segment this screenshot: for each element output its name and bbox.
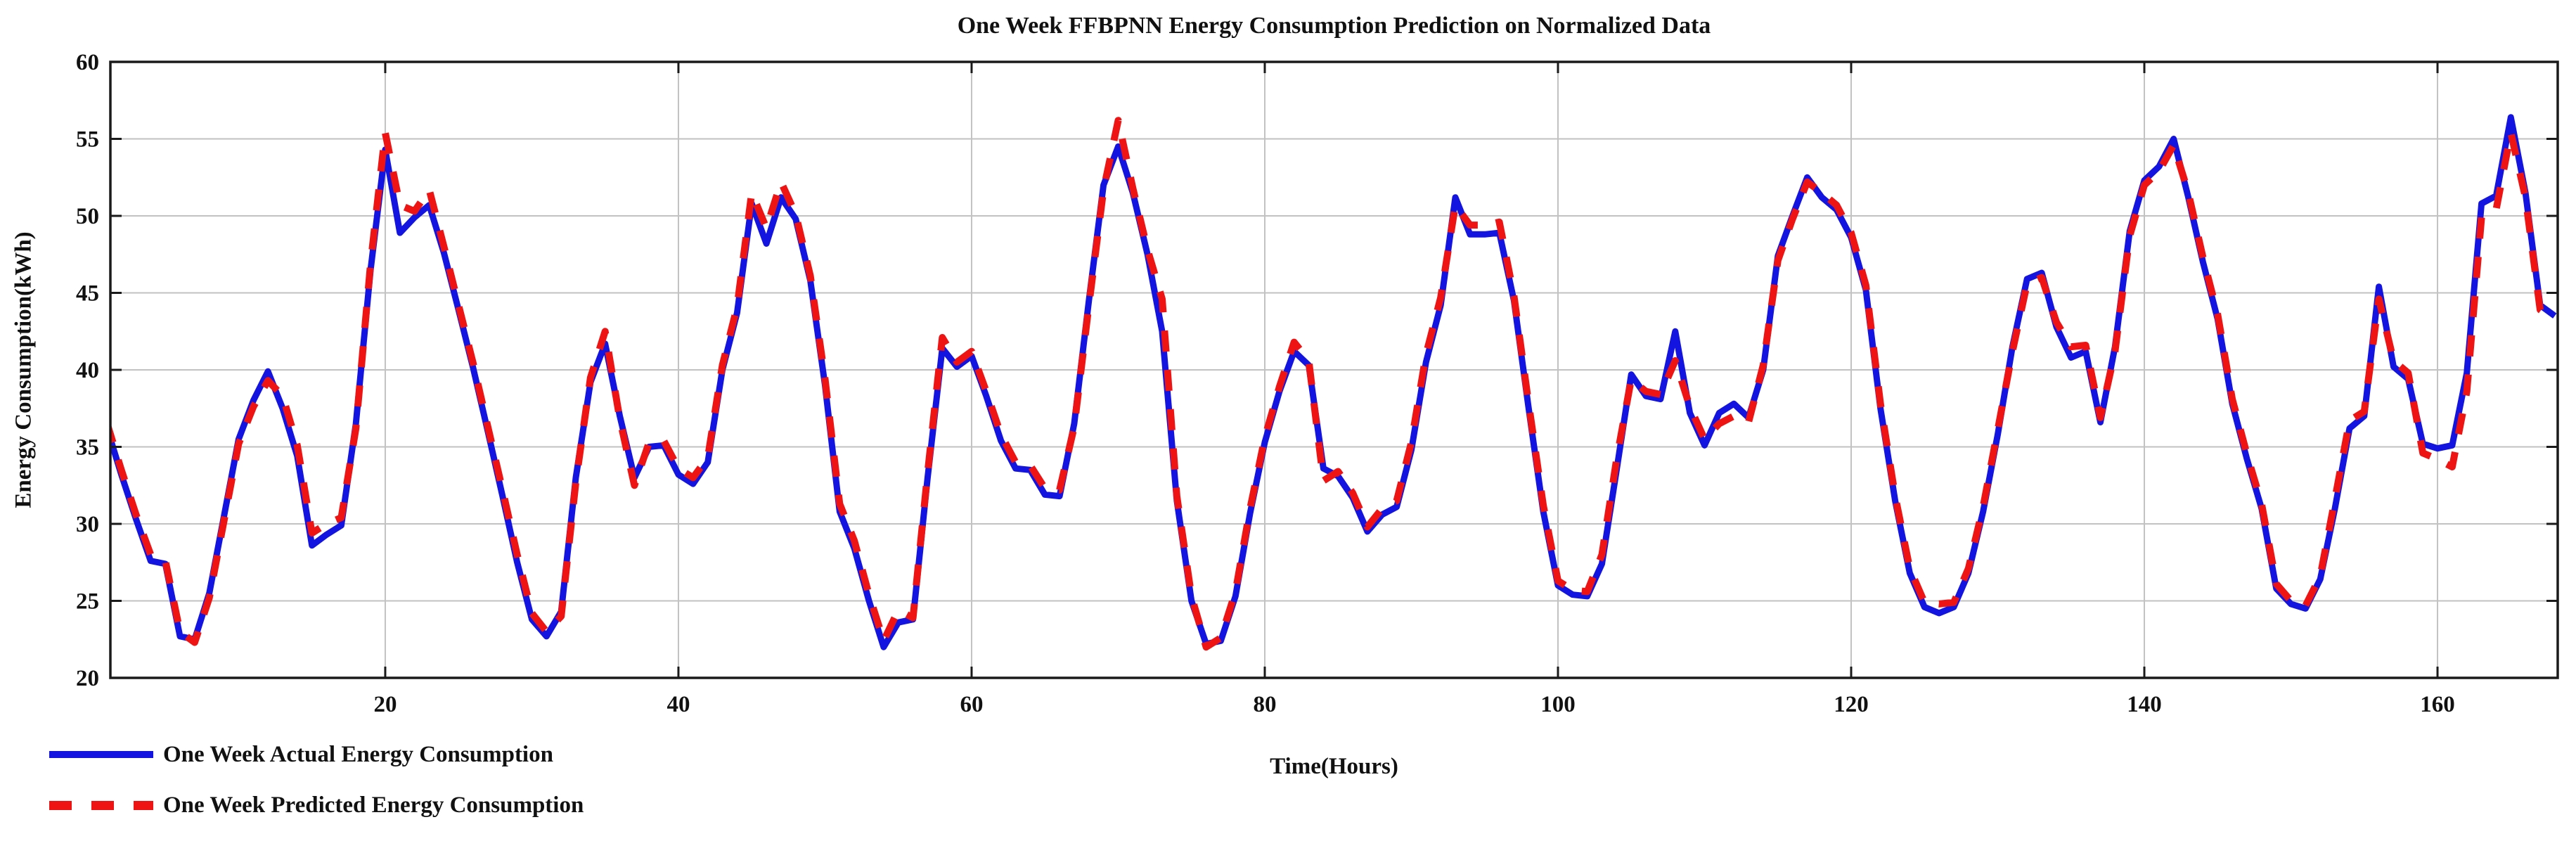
chart-title: One Week FFBPNN Energy Consumption Predi… bbox=[957, 13, 1711, 39]
legend: One Week Actual Energy Consumption One W… bbox=[49, 737, 584, 838]
y-axis-label: Energy Consumption(kWh) bbox=[11, 231, 37, 508]
y-tick-label: 55 bbox=[76, 127, 99, 153]
legend-item-actual: One Week Actual Energy Consumption bbox=[49, 737, 584, 772]
x-tick-label: 100 bbox=[1540, 692, 1576, 717]
legend-item-predicted: One Week Predicted Energy Consumption bbox=[49, 788, 584, 823]
y-tick-label: 50 bbox=[76, 204, 99, 229]
predicted-line-swatch bbox=[49, 800, 153, 810]
legend-label-actual: One Week Actual Energy Consumption bbox=[163, 741, 553, 767]
legend-label-predicted: One Week Predicted Energy Consumption bbox=[163, 792, 584, 818]
y-tick-label: 35 bbox=[76, 435, 99, 461]
x-tick-label: 60 bbox=[960, 692, 983, 717]
y-tick-label: 60 bbox=[76, 50, 99, 75]
x-tick-label: 40 bbox=[666, 692, 690, 717]
x-tick-label: 80 bbox=[1253, 692, 1276, 717]
y-tick-label: 30 bbox=[76, 512, 99, 537]
x-tick-label: 140 bbox=[2127, 692, 2162, 717]
predicted-series-line bbox=[110, 117, 2557, 651]
y-tick-label: 20 bbox=[76, 666, 99, 691]
x-tick-label: 160 bbox=[2420, 692, 2455, 717]
x-axis-label: Time(Hours) bbox=[1270, 754, 1398, 779]
x-tick-label: 120 bbox=[1834, 692, 1869, 717]
y-tick-label: 45 bbox=[76, 281, 99, 307]
x-tick-label: 20 bbox=[373, 692, 397, 717]
y-tick-label: 40 bbox=[76, 358, 99, 383]
actual-line-swatch bbox=[49, 751, 153, 758]
y-tick-label: 25 bbox=[76, 589, 99, 615]
actual-series-line bbox=[110, 114, 2557, 650]
